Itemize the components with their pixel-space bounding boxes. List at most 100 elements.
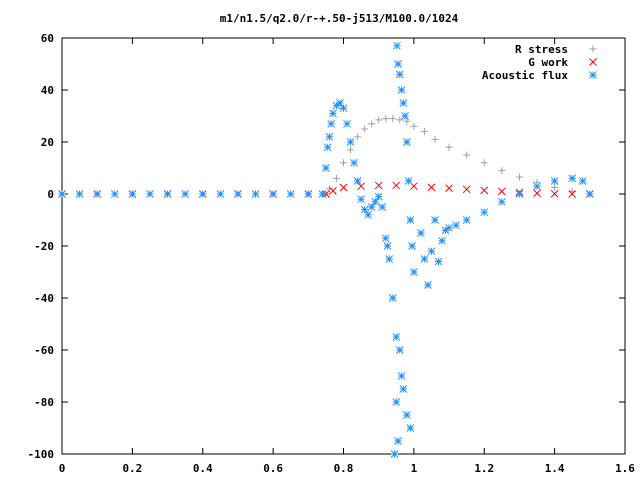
data-point xyxy=(374,181,383,190)
data-point xyxy=(375,116,383,124)
data-point xyxy=(360,205,369,214)
x-tick-label: 0.6 xyxy=(263,462,283,475)
legend-marker xyxy=(589,58,597,66)
y-tick-label: 20 xyxy=(41,136,54,149)
data-point xyxy=(480,208,489,217)
data-point xyxy=(424,281,432,289)
y-tick-label: -60 xyxy=(34,344,54,357)
data-point xyxy=(216,190,225,198)
legend-marker xyxy=(589,45,597,53)
data-point xyxy=(515,173,523,181)
data-point xyxy=(163,190,172,198)
data-point xyxy=(269,190,277,198)
data-point xyxy=(550,177,559,185)
data-point xyxy=(110,190,119,198)
data-point xyxy=(393,41,401,50)
data-point xyxy=(329,187,337,195)
data-point xyxy=(323,143,332,152)
data-point xyxy=(480,186,489,195)
data-point xyxy=(389,115,397,123)
data-point xyxy=(431,216,439,224)
data-point xyxy=(550,189,559,198)
data-point xyxy=(75,190,84,198)
data-point xyxy=(286,190,295,198)
data-marks xyxy=(58,41,594,458)
data-point xyxy=(399,385,408,393)
data-point xyxy=(251,190,260,198)
data-point xyxy=(327,119,336,128)
data-point xyxy=(568,174,577,183)
data-point xyxy=(382,115,390,123)
data-point xyxy=(392,333,401,341)
data-point xyxy=(445,184,453,193)
data-point xyxy=(420,128,428,136)
data-point xyxy=(445,143,453,151)
data-point xyxy=(568,190,577,198)
data-point xyxy=(463,151,471,159)
plot-frame xyxy=(61,37,626,455)
data-point xyxy=(403,117,411,125)
data-point xyxy=(325,132,334,141)
data-point xyxy=(396,116,404,124)
data-point xyxy=(515,190,524,198)
data-point xyxy=(445,223,453,232)
data-point xyxy=(399,99,408,107)
data-point xyxy=(431,135,439,143)
data-point xyxy=(434,257,443,266)
data-point xyxy=(395,70,404,79)
data-point xyxy=(346,138,355,146)
data-point xyxy=(578,177,587,185)
data-point xyxy=(343,119,351,128)
data-point xyxy=(462,216,471,224)
data-point xyxy=(406,216,415,224)
data-point xyxy=(58,190,66,198)
data-point xyxy=(395,346,404,354)
series-acoustic-flux xyxy=(58,41,594,458)
data-point xyxy=(329,109,337,118)
data-point xyxy=(339,183,348,192)
data-point xyxy=(361,125,369,133)
y-tick-label: 40 xyxy=(41,84,54,97)
data-point xyxy=(198,190,207,198)
data-point xyxy=(406,424,415,432)
data-point xyxy=(371,197,380,206)
data-point xyxy=(452,221,460,230)
data-point xyxy=(410,268,418,276)
data-point xyxy=(364,210,372,219)
data-point xyxy=(397,86,406,94)
legend-label: G work xyxy=(528,56,568,69)
data-point xyxy=(353,177,362,185)
y-tick-label: -100 xyxy=(28,448,55,461)
data-point xyxy=(394,60,402,68)
x-tick-label: 0.4 xyxy=(193,462,213,475)
x-tick-label: 1.4 xyxy=(545,462,565,475)
data-point xyxy=(390,450,399,458)
y-tick-label: -20 xyxy=(34,240,54,253)
data-point xyxy=(322,190,330,198)
data-point xyxy=(417,229,425,237)
data-point xyxy=(402,411,411,419)
data-point xyxy=(304,190,313,198)
data-point xyxy=(402,138,411,146)
data-point xyxy=(497,197,506,206)
x-tick-label: 1.6 xyxy=(615,462,635,475)
series-r-stress xyxy=(58,115,594,198)
data-point xyxy=(533,189,541,198)
data-point xyxy=(404,177,413,185)
data-point xyxy=(367,203,376,211)
y-tick-label: -40 xyxy=(34,292,54,305)
data-point xyxy=(340,159,347,167)
data-point xyxy=(368,120,376,128)
data-point xyxy=(374,192,383,201)
data-point xyxy=(336,99,344,107)
y-axis: -100 -80 -60 -40 -20 0 20 40 60 xyxy=(28,32,625,461)
data-point xyxy=(385,255,394,263)
data-point xyxy=(350,158,358,167)
y-tick-label: 0 xyxy=(47,188,54,201)
data-point xyxy=(181,190,190,198)
data-point xyxy=(357,195,365,204)
data-point xyxy=(410,122,418,130)
y-tick-label: -80 xyxy=(34,396,54,409)
data-point xyxy=(146,190,154,198)
